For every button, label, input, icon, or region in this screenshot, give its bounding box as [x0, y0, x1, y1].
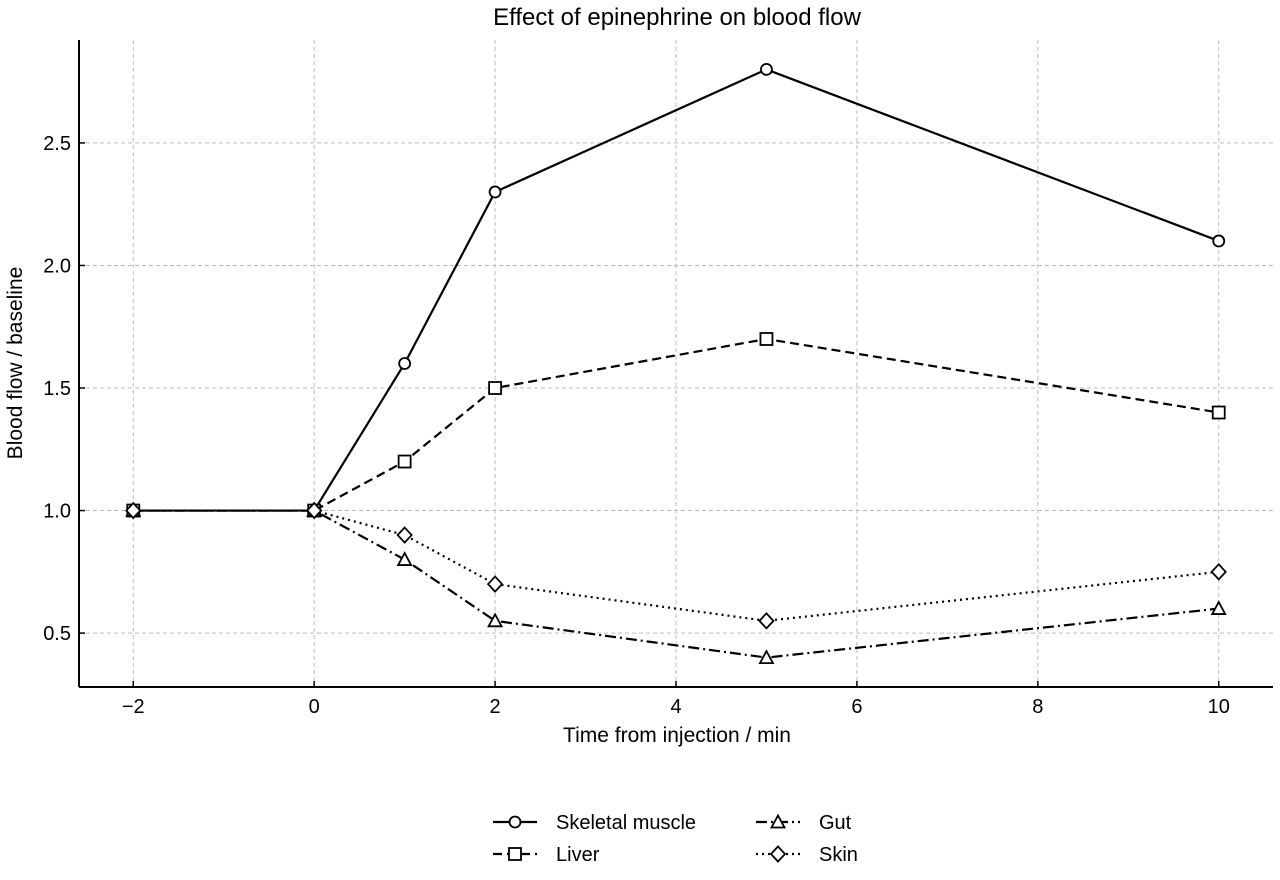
x-tick-label: 6: [851, 696, 862, 718]
legend-swatch-marker: [508, 815, 522, 829]
series-gut: [125, 502, 1227, 664]
legend-swatch-marker: [769, 813, 787, 829]
legend-label: Skeletal muscle: [556, 812, 696, 834]
tick-labels: −2 0 2 4 6 8 10 0.5 1.0 1.5 2.0 2.5: [43, 133, 1230, 718]
data-point-skeletal-muscle: [398, 357, 412, 370]
series-line-liver: [133, 337, 1219, 512]
data-point-skeletal-muscle: [760, 63, 773, 76]
series-line-skin: [133, 509, 1219, 622]
y-tick-label: 0.5: [43, 623, 71, 645]
y-tick-label: 1.0: [43, 501, 71, 523]
legend-item-skeletal-muscle: Skeletal muscle: [493, 812, 696, 834]
legend-label: Gut: [819, 812, 852, 834]
data-point-gut: [758, 649, 775, 664]
data-point-gut: [487, 612, 504, 628]
y-tick-label: 2.0: [43, 255, 71, 277]
x-tick-label: 10: [1208, 696, 1230, 718]
data-point-skin: [305, 501, 323, 520]
legend-item-gut: Gut: [756, 812, 852, 834]
x-tick-label: 2: [490, 696, 501, 718]
data-point-liver: [397, 454, 412, 469]
legend-item-skin: Skin: [756, 844, 858, 866]
legend-swatch-marker: [508, 847, 522, 861]
x-tick-label: 4: [670, 696, 681, 718]
legend-item-liver: Liver: [493, 844, 600, 866]
data-point-liver: [759, 332, 774, 346]
y-axis-label: Blood flow / baseline: [4, 267, 27, 460]
y-tick-label: 1.5: [43, 378, 71, 400]
series-layer: [125, 63, 1227, 664]
x-axis-label: Time from injection / min: [563, 724, 791, 747]
y-tick-label: 2.5: [43, 133, 71, 155]
data-point-skin: [486, 575, 504, 593]
x-tick-label: −2: [122, 696, 145, 718]
series-line-skeletal-muscle: [133, 68, 1220, 512]
data-point-liver: [488, 381, 502, 395]
legend-label: Liver: [556, 844, 600, 866]
legend-swatch-marker: [769, 845, 787, 863]
data-point-skeletal-muscle: [1212, 234, 1226, 248]
data-point-gut: [1210, 600, 1227, 615]
data-point-skin: [758, 612, 775, 630]
legend-label: Skin: [819, 844, 858, 866]
data-point-skin: [396, 526, 413, 544]
data-point-skeletal-muscle: [488, 185, 502, 199]
legend: Skeletal muscle Liver Gut Skin: [493, 812, 858, 866]
data-point-liver: [1211, 405, 1226, 420]
chart-title: Effect of epinephrine on blood flow: [493, 4, 861, 31]
series-skin: [125, 501, 1227, 630]
data-point-gut: [396, 551, 413, 566]
data-point-skin: [125, 501, 142, 520]
data-point-skin: [1210, 562, 1227, 581]
grid: [79, 40, 1273, 687]
x-tick-label: 8: [1032, 696, 1043, 718]
x-tick-label: 0: [309, 696, 320, 718]
